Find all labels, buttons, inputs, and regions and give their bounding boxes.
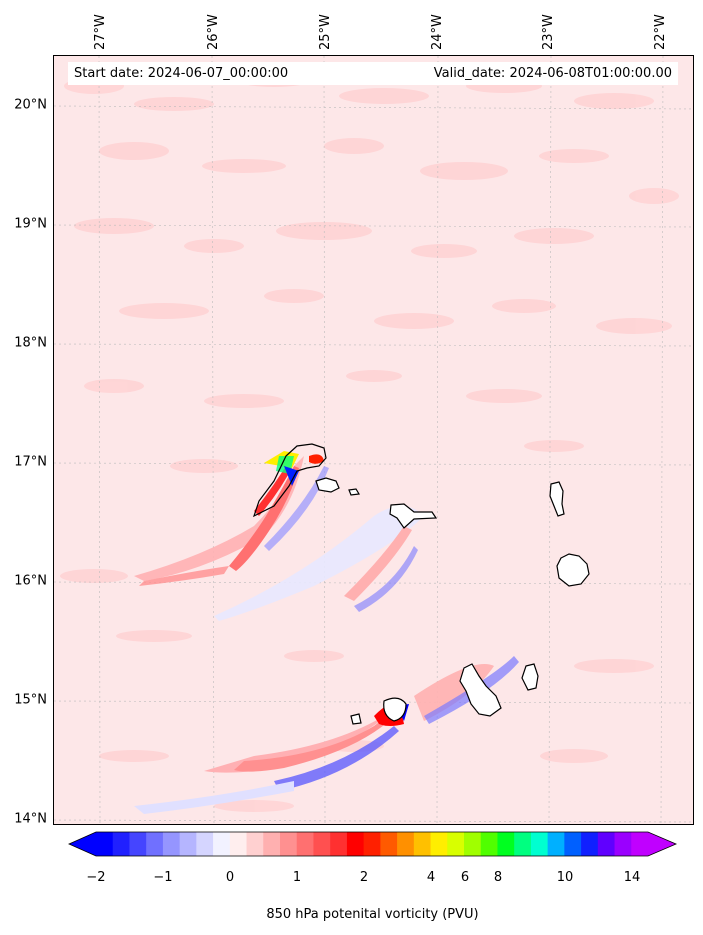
island-brava [350, 713, 362, 725]
island-maio [521, 663, 539, 691]
cbar-tick: 6 [460, 870, 470, 885]
colorbar-swatch [313, 832, 331, 856]
pv-streamer-north [134, 451, 424, 621]
colorbar-swatch [480, 832, 498, 856]
map-area[interactable] [53, 55, 694, 825]
lat-label-14n: 14°N [14, 811, 47, 827]
cbar-tick: 14 [623, 870, 641, 885]
colorbar-swatch [179, 832, 197, 856]
colorbar-swatch [229, 832, 248, 856]
lon-label-24w: 24°W [430, 14, 445, 50]
island-fogo [383, 697, 407, 722]
lat-label-17n: 17°N [14, 454, 47, 470]
colorbar-extend-min [69, 832, 96, 856]
colorbar-extend-max [648, 832, 676, 856]
coastlines [252, 443, 590, 725]
colorbar-swatch [447, 832, 465, 856]
start-date-label: Start date: 2024-06-07_00:00:00 [74, 66, 289, 81]
colorbar-swatch [514, 832, 532, 856]
cbar-tick: 2 [359, 870, 369, 885]
colorbar-swatch [547, 832, 565, 856]
lon-label-26w: 26°W [206, 14, 221, 50]
colorbar-swatch [280, 832, 298, 856]
colorbar-swatch [631, 832, 649, 856]
cbar-tick: 10 [556, 870, 574, 885]
colorbar-swatch [581, 832, 599, 856]
colorbar-swatch [363, 832, 381, 856]
colorbar-swatch [464, 832, 482, 856]
island-sal [549, 481, 565, 517]
colorbar-swatch [296, 832, 314, 856]
pv-field [54, 56, 693, 824]
cbar-tick: −2 [86, 870, 106, 885]
colorbar-swatch [597, 832, 616, 856]
colorbar-swatch [213, 832, 231, 856]
colorbar-swatch [196, 832, 214, 856]
island-santo-antao [252, 443, 327, 518]
colorbar-swatch [330, 832, 348, 856]
valid-date-label: Valid_date: 2024-06-08T01:00:00.00 [433, 66, 672, 81]
pv-speckles [60, 75, 679, 812]
lon-label-23w: 23°W [541, 14, 556, 50]
colorbar-swatch [246, 832, 264, 856]
colorbar-swatch [380, 832, 398, 856]
colorbar-outline [68, 831, 678, 857]
colorbar-swatch [129, 832, 147, 856]
colorbar-swatch [96, 832, 114, 856]
lat-label-16n: 16°N [14, 573, 47, 589]
island-santiago [459, 663, 502, 717]
island-santa-luzia [348, 488, 360, 496]
cbar-tick: 8 [493, 870, 503, 885]
colorbar-swatch [397, 832, 415, 856]
gridlines [54, 56, 693, 824]
info-banner [68, 62, 678, 85]
cbar-tick: 0 [225, 870, 235, 885]
colorbar-title: 850 hPa potenital vorticity (PVU) [266, 907, 479, 922]
island-sao-vicente [315, 477, 340, 493]
lat-label-18n: 18°N [14, 335, 47, 351]
colorbar [68, 831, 678, 857]
colorbar-swatch [346, 832, 365, 856]
cbar-tick: 1 [292, 870, 302, 885]
colorbar-swatch [497, 832, 515, 856]
cbar-tick: −1 [153, 870, 173, 885]
colorbar-swatch [413, 832, 432, 856]
lat-label-19n: 19°N [14, 216, 47, 232]
colorbar-swatch [263, 832, 281, 856]
colorbar-swatch [146, 832, 164, 856]
colorbar-swatch [530, 832, 549, 856]
colorbar-swatch [614, 832, 632, 856]
colorbar-swatch [564, 832, 582, 856]
colorbar-swatch [430, 832, 448, 856]
lon-label-27w: 27°W [93, 14, 108, 50]
cbar-tick: 4 [426, 870, 436, 885]
lat-label-20n: 20°N [14, 97, 47, 113]
lat-label-15n: 15°N [14, 692, 47, 708]
colorbar-swatch [112, 832, 130, 856]
lon-label-22w: 22°W [653, 14, 668, 50]
lon-label-25w: 25°W [318, 14, 333, 50]
colorbar-swatch [162, 832, 181, 856]
island-sao-nicolau [389, 503, 438, 529]
island-boa-vista [556, 553, 590, 587]
